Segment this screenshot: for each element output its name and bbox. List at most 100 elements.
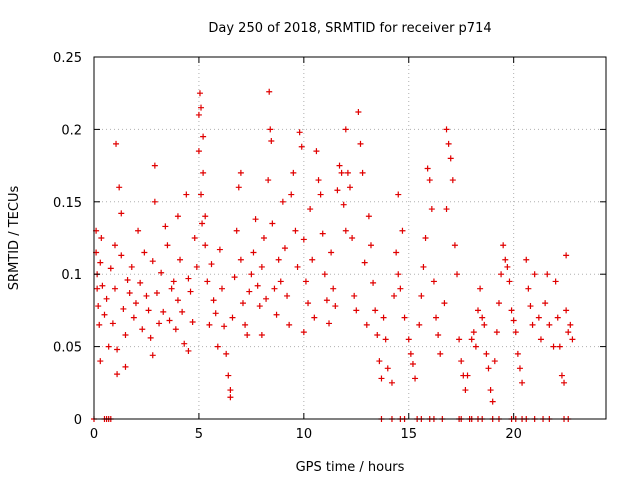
- data-point: [489, 398, 496, 405]
- data-point: [462, 387, 469, 394]
- data-point: [305, 300, 312, 307]
- data-point: [120, 305, 127, 312]
- data-point: [267, 126, 274, 133]
- y-tick-label: 0: [74, 413, 82, 428]
- data-point: [508, 307, 515, 314]
- data-point: [504, 263, 511, 270]
- data-point: [409, 360, 416, 367]
- data-point: [399, 227, 406, 234]
- data-point: [277, 278, 284, 285]
- data-point: [321, 271, 328, 278]
- data-point: [458, 358, 465, 365]
- data-point: [96, 321, 103, 328]
- data-point: [288, 191, 295, 198]
- data-point: [158, 269, 165, 276]
- data-point: [281, 245, 288, 252]
- data-point: [552, 278, 559, 285]
- data-point: [307, 206, 314, 213]
- data-point: [223, 350, 230, 357]
- data-point: [502, 256, 509, 263]
- data-point: [456, 336, 463, 343]
- data-point: [370, 279, 377, 286]
- data-point: [266, 88, 273, 95]
- data-point: [405, 336, 412, 343]
- data-point: [149, 352, 156, 359]
- data-point: [183, 191, 190, 198]
- data-point: [172, 326, 179, 333]
- data-point: [449, 177, 456, 184]
- data-point: [397, 285, 404, 292]
- data-point: [506, 278, 513, 285]
- data-point: [454, 271, 461, 278]
- data-point: [265, 177, 272, 184]
- data-point: [332, 303, 339, 310]
- data-point: [319, 230, 326, 237]
- data-point: [468, 336, 475, 343]
- data-point: [187, 288, 194, 295]
- data-point: [313, 148, 320, 155]
- data-point: [118, 210, 125, 217]
- data-point: [199, 220, 206, 227]
- data-point: [477, 285, 484, 292]
- data-point: [483, 350, 490, 357]
- data-point: [344, 169, 351, 176]
- data-point: [355, 109, 362, 116]
- data-point: [290, 169, 297, 176]
- data-point: [153, 290, 160, 297]
- data-point: [546, 321, 553, 328]
- data-point: [475, 307, 481, 314]
- data-point: [191, 235, 198, 241]
- data-point: [479, 314, 486, 321]
- x-axis-label: GPS time / hours: [296, 460, 405, 475]
- data-point: [565, 329, 572, 336]
- data-point: [529, 321, 536, 328]
- x-tick-label: 10: [296, 427, 313, 442]
- data-point: [202, 213, 209, 220]
- data-point: [135, 227, 142, 234]
- data-point: [347, 184, 353, 191]
- data-point: [336, 162, 343, 169]
- data-point: [200, 133, 207, 140]
- data-point: [103, 295, 110, 302]
- data-point: [435, 332, 442, 339]
- data-point: [292, 227, 299, 234]
- data-point: [451, 242, 458, 249]
- data-point: [151, 162, 158, 169]
- data-point: [202, 242, 209, 249]
- plot-border: [93, 56, 607, 420]
- data-point: [561, 379, 568, 386]
- y-tick-label: 0.1: [61, 268, 82, 283]
- data-point: [334, 187, 341, 194]
- data-point: [244, 332, 251, 339]
- data-point: [550, 343, 557, 350]
- data-point: [258, 263, 265, 270]
- data-point: [326, 320, 333, 327]
- data-point: [363, 321, 370, 328]
- data-point: [420, 263, 427, 270]
- y-tick-label: 0.15: [53, 196, 82, 211]
- data-point: [252, 216, 259, 223]
- data-point: [279, 198, 286, 205]
- data-point: [537, 336, 544, 343]
- data-point: [128, 263, 135, 270]
- data-point: [445, 140, 452, 147]
- data-point: [193, 263, 200, 270]
- data-point: [485, 365, 492, 372]
- data-point: [563, 307, 570, 314]
- data-point: [239, 300, 246, 307]
- data-point: [198, 191, 205, 198]
- data-point: [443, 206, 450, 213]
- data-point: [298, 143, 305, 150]
- data-point: [443, 126, 450, 133]
- data-point: [273, 311, 280, 318]
- data-point: [263, 295, 270, 302]
- x-tick-label: 0: [90, 427, 98, 442]
- data-point: [208, 261, 215, 268]
- data-point: [512, 329, 519, 336]
- data-point: [554, 314, 561, 321]
- data-point: [214, 343, 221, 350]
- data-point: [174, 297, 181, 304]
- data-point: [527, 303, 534, 310]
- data-point: [97, 259, 104, 266]
- data-point: [374, 332, 381, 339]
